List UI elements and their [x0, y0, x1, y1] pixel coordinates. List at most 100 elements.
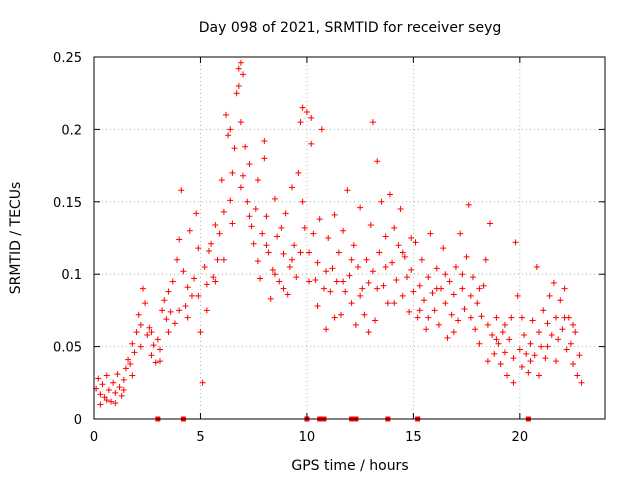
data-point: [244, 198, 251, 205]
data-point: [476, 285, 483, 292]
data-point: [99, 381, 106, 388]
data-point: [201, 263, 208, 270]
data-point: [191, 275, 198, 282]
data-point: [165, 329, 172, 336]
x-tick-label: 20: [512, 430, 529, 445]
data-point: [229, 169, 236, 176]
data-point: [548, 332, 555, 339]
data-point: [386, 191, 393, 198]
data-point: [257, 275, 264, 282]
data-point: [242, 143, 249, 150]
x-tick-label: 10: [299, 430, 316, 445]
data-point: [131, 349, 138, 356]
data-point: [184, 314, 191, 321]
data-point: [184, 284, 191, 291]
data-point: [310, 230, 317, 237]
data-point: [376, 249, 383, 256]
data-point: [227, 126, 234, 133]
data-point: [344, 187, 351, 194]
data-point: [254, 258, 261, 265]
data-point: [403, 274, 410, 281]
data-point: [480, 282, 487, 289]
data-point: [433, 285, 440, 292]
data-point: [533, 263, 540, 270]
data-point: [544, 320, 551, 327]
data-point: [259, 230, 266, 237]
data-point: [450, 291, 457, 298]
data-point: [442, 271, 449, 278]
data-point: [410, 288, 417, 295]
data-point: [325, 235, 332, 241]
data-point: [391, 224, 398, 231]
data-point: [171, 320, 178, 327]
data-point: [248, 223, 255, 230]
data-point: [174, 256, 181, 263]
data-point: [116, 384, 123, 391]
data-point: [408, 235, 415, 241]
data-point: [348, 300, 355, 307]
data-point: [263, 242, 270, 249]
data-point: [527, 340, 534, 347]
data-point: [180, 268, 187, 275]
data-point: [122, 365, 129, 372]
data-point: [389, 259, 396, 266]
data-point: [212, 278, 219, 285]
data-point: [188, 292, 195, 299]
data-point: [487, 220, 494, 227]
data-point: [203, 307, 210, 314]
data-point: [374, 285, 381, 292]
data-point: [421, 297, 428, 304]
data-point: [137, 343, 144, 350]
data-point: [195, 292, 202, 299]
data-point: [297, 249, 304, 256]
data-point: [527, 358, 534, 365]
data-point: [504, 372, 511, 379]
data-point: [327, 288, 334, 295]
data-point: [431, 307, 438, 314]
data-point: [540, 307, 547, 314]
data-point: [497, 360, 504, 367]
data-point: [508, 314, 515, 321]
grid-lines: [94, 57, 605, 419]
data-point: [331, 211, 338, 218]
data-point: [553, 358, 560, 365]
data-point: [299, 198, 306, 205]
x-tick-label: 5: [196, 430, 204, 445]
data-point: [250, 240, 257, 247]
data-point: [235, 65, 242, 72]
data-point: [267, 295, 274, 302]
data-point: [286, 263, 293, 270]
data-point: [169, 278, 176, 285]
data-point: [280, 250, 287, 257]
data-point: [369, 268, 376, 275]
data-point: [139, 285, 146, 292]
data-point: [516, 346, 523, 353]
data-point: [289, 256, 296, 263]
data-point: [252, 206, 259, 213]
data-point: [495, 340, 502, 347]
data-point: [380, 282, 387, 289]
data-point: [561, 285, 568, 292]
data-point: [133, 329, 140, 336]
data-point: [333, 278, 340, 285]
y-tick-label: 0.2: [61, 123, 82, 138]
data-point: [406, 308, 413, 315]
data-point: [482, 256, 489, 263]
data-point: [195, 245, 202, 252]
data-point: [457, 230, 464, 237]
data-point: [416, 282, 423, 289]
data-point: [559, 326, 566, 333]
data-point: [510, 379, 517, 386]
data-point: [291, 242, 298, 249]
data-point: [542, 355, 549, 362]
data-point: [550, 279, 557, 286]
data-point: [416, 307, 423, 314]
data-point: [271, 271, 278, 278]
data-point: [335, 249, 342, 256]
data-points: [93, 59, 585, 408]
data-point: [395, 242, 402, 249]
data-point: [154, 336, 161, 343]
data-point: [297, 119, 304, 126]
y-tick-label: 0.15: [53, 196, 82, 211]
